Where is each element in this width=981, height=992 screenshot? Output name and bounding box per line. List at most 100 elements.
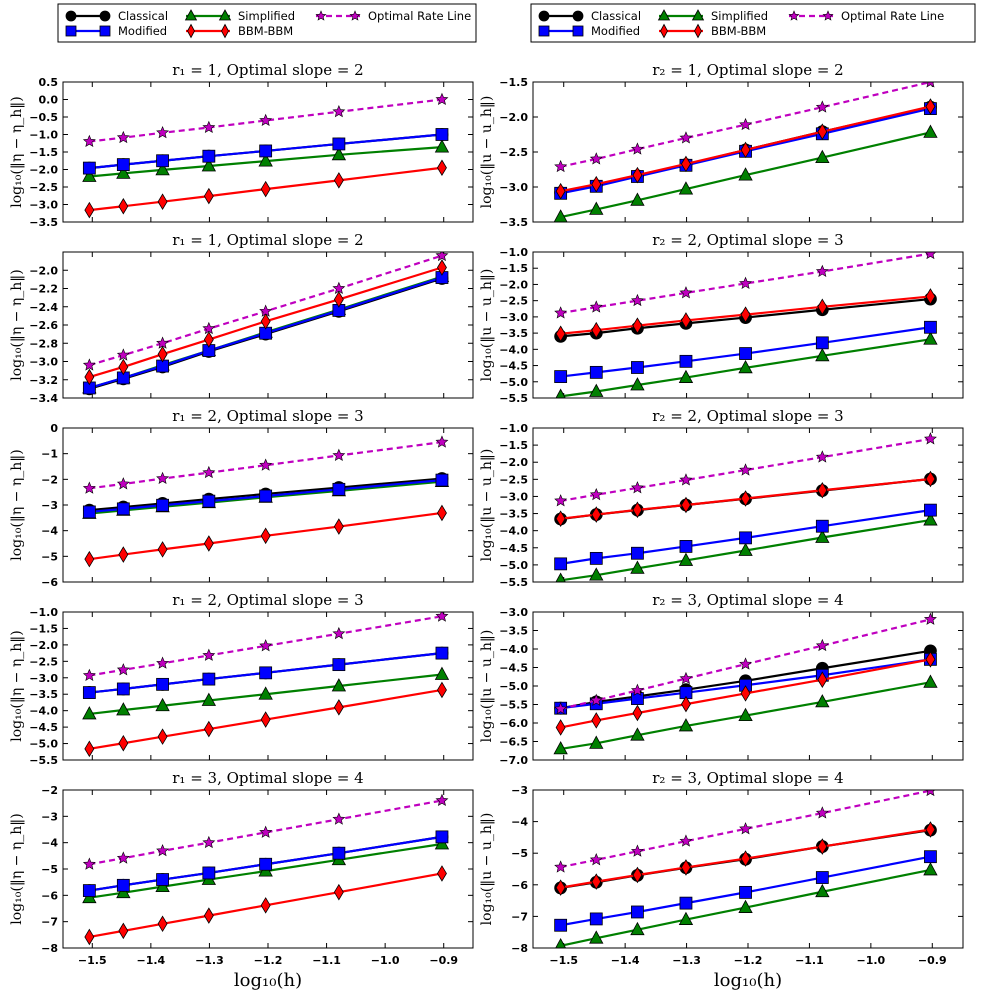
y-tick-label: −5 bbox=[511, 847, 528, 860]
data-point bbox=[201, 692, 217, 706]
data-point bbox=[203, 535, 214, 552]
legend-item: BBM-BBM bbox=[659, 23, 766, 39]
y-tick-label: 0 bbox=[50, 422, 58, 435]
data-point bbox=[738, 899, 753, 913]
data-point bbox=[739, 347, 752, 360]
panel-5-u: −1.5 −1.4 −1.3 −1.2 −1.1 −1.0 −0.9 −8 −7 −6 −5 −4 −3… bbox=[479, 769, 964, 991]
data-point bbox=[84, 928, 95, 946]
y-tick-label: −3.5 bbox=[499, 508, 528, 521]
legend-marker bbox=[572, 25, 584, 37]
y-tick-label: −8 bbox=[41, 942, 58, 955]
y-tick-label: −3 bbox=[511, 784, 528, 797]
data-point bbox=[923, 512, 938, 526]
data-point bbox=[815, 529, 830, 543]
series-group bbox=[82, 92, 450, 219]
legend-item: Optimal Rate Line bbox=[788, 9, 944, 23]
y-tick-label: −3.5 bbox=[499, 216, 528, 229]
y-tick-label: −5 bbox=[41, 863, 58, 876]
data-point bbox=[436, 865, 447, 882]
data-point bbox=[630, 192, 645, 206]
y-tick-label: −4.5 bbox=[29, 721, 58, 734]
legend-marker bbox=[65, 25, 77, 37]
data-point bbox=[116, 348, 130, 361]
y-tick-label: −2.6 bbox=[29, 319, 58, 332]
panel-4-eta: −5.5 −5.0 −4.5 −4.0 −3.5 −3.0 −2.5 −2.0 −1.5 −1.0… bbox=[9, 591, 474, 767]
legend-item: Simplified bbox=[657, 9, 768, 23]
legend-marker bbox=[187, 23, 195, 39]
series-optimal-rate-line bbox=[554, 612, 937, 715]
data-point bbox=[589, 300, 603, 313]
data-point bbox=[156, 336, 170, 349]
series-simplified bbox=[82, 139, 450, 182]
panel-title: r₂ = 2, Optimal slope = 3 bbox=[652, 231, 843, 249]
y-tick-label: −4.0 bbox=[499, 343, 528, 356]
data-point bbox=[739, 822, 752, 835]
y-tick-label: −3.0 bbox=[29, 672, 58, 685]
data-point bbox=[554, 557, 568, 571]
series-modified bbox=[82, 473, 449, 519]
data-point bbox=[630, 560, 645, 574]
data-point bbox=[260, 711, 271, 728]
legend-marker bbox=[99, 10, 111, 22]
data-point bbox=[157, 193, 168, 210]
series-bbm-bbm bbox=[555, 651, 936, 736]
panel-1-eta: −3.5 −3.0 −2.5 −2.0 −1.5 −1.0 −0.5 0.0 0.5 r₁ = 1… bbox=[9, 61, 474, 229]
data-point bbox=[815, 149, 830, 164]
series-bbm-bbm bbox=[84, 865, 447, 946]
data-point bbox=[923, 862, 938, 876]
y-tick-label: −1 bbox=[41, 448, 58, 461]
data-point bbox=[259, 489, 273, 503]
legend-item: Simplified bbox=[184, 9, 295, 23]
data-point bbox=[333, 518, 344, 535]
data-point bbox=[678, 552, 694, 566]
panel-title: r₂ = 2, Optimal slope = 3 bbox=[652, 407, 843, 425]
data-point bbox=[434, 139, 450, 153]
series-optimal-rate-line bbox=[82, 435, 449, 494]
data-point bbox=[680, 695, 691, 713]
data-point bbox=[259, 458, 273, 471]
x-tick-label: −1.4 bbox=[611, 954, 640, 967]
y-tick-label: −2.0 bbox=[499, 111, 528, 124]
data-point bbox=[630, 921, 645, 936]
data-point bbox=[259, 144, 273, 158]
series-bbm-bbm bbox=[555, 821, 936, 896]
data-point bbox=[632, 704, 643, 722]
data-point bbox=[116, 477, 130, 490]
data-point bbox=[202, 648, 216, 661]
data-point bbox=[82, 505, 96, 519]
data-point bbox=[555, 388, 566, 398]
y-tick-label: −5.0 bbox=[499, 680, 528, 693]
data-point bbox=[923, 612, 937, 625]
data-point bbox=[679, 286, 693, 299]
y-tick-label: −2.8 bbox=[29, 337, 58, 350]
data-point bbox=[589, 201, 604, 215]
y-tick-label: −4.5 bbox=[499, 360, 528, 373]
series-modified bbox=[82, 271, 449, 395]
legend-item: BBM-BBM bbox=[186, 23, 293, 39]
data-point bbox=[554, 494, 568, 507]
data-point bbox=[202, 465, 216, 479]
series-bbm-bbm bbox=[555, 98, 936, 200]
data-point bbox=[631, 546, 644, 560]
data-point bbox=[84, 740, 95, 758]
x-tick-label: −0.9 bbox=[429, 954, 458, 967]
y-tick-label: −6.5 bbox=[499, 736, 528, 749]
plot-area bbox=[63, 612, 473, 760]
y-tick-label: −5.5 bbox=[499, 576, 528, 589]
legends: ClassicalModifiedSimplifiedBBM-BBMOptima… bbox=[57, 3, 976, 43]
data-point bbox=[815, 519, 829, 533]
x-axis-label: log₁₀(h) bbox=[234, 970, 302, 991]
data-point bbox=[555, 325, 566, 343]
y-tick-label: −6 bbox=[511, 879, 528, 892]
series-group bbox=[554, 252, 938, 398]
legend-marker bbox=[660, 23, 668, 39]
data-point bbox=[589, 912, 603, 926]
legend-marker bbox=[65, 10, 77, 22]
data-point bbox=[739, 463, 752, 476]
legend-label: BBM-BBM bbox=[238, 24, 293, 38]
y-tick-label: −1.0 bbox=[29, 606, 58, 619]
series-group bbox=[554, 432, 938, 582]
data-point bbox=[925, 98, 936, 115]
data-point bbox=[554, 918, 568, 932]
